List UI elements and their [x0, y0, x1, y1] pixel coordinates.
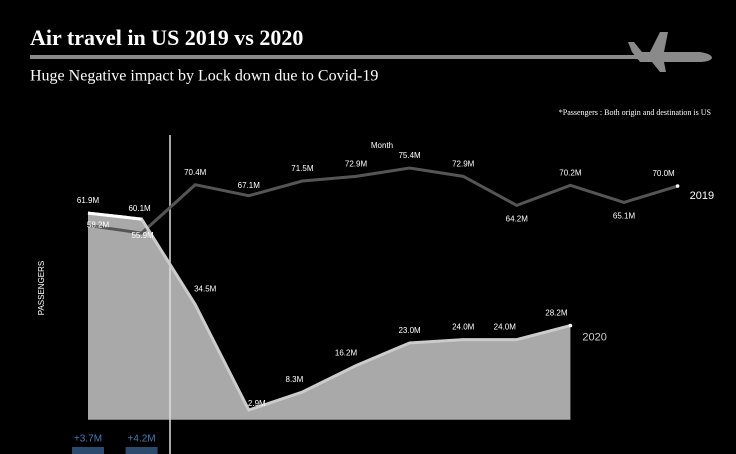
- data-label: 60.1M: [128, 204, 151, 213]
- subtitle: Huge Negative impact by Lock down due to…: [30, 68, 378, 85]
- data-label: 55.9M: [131, 231, 154, 240]
- data-label: 28.2M: [545, 309, 568, 318]
- difference-label: +4.2M: [128, 434, 156, 445]
- data-label: 70.4M: [184, 168, 207, 177]
- data-label: 34.5M: [194, 285, 217, 294]
- data-label: 72.9M: [452, 159, 475, 168]
- x-axis-label: Month: [371, 141, 393, 150]
- data-label: 16.2M: [335, 349, 358, 358]
- difference-bar: [72, 447, 104, 454]
- data-label: 72.9M: [345, 159, 368, 168]
- data-label: 24.0M: [452, 323, 475, 332]
- data-label: 24.0M: [494, 323, 517, 332]
- plane-icon: [628, 32, 712, 72]
- data-label: 75.4M: [398, 151, 421, 160]
- series-label: 2019: [690, 190, 714, 202]
- data-label: 2.9M: [248, 399, 266, 408]
- line-2020: [87, 211, 571, 412]
- difference-label: +3.7M: [74, 434, 102, 445]
- title-rule: [30, 55, 660, 59]
- data-label: 58.2M: [87, 221, 110, 230]
- end-point: [568, 323, 573, 328]
- chart-title: Air travel in US 2019 vs 2020: [30, 25, 303, 50]
- y-axis-label: PASSENGERS: [37, 261, 46, 316]
- end-point: [675, 184, 680, 188]
- data-label: 70.0M: [652, 169, 675, 178]
- difference-bar: [125, 447, 158, 454]
- data-label: 8.3M: [286, 375, 304, 384]
- series-label: 2020: [582, 331, 606, 343]
- line-2020-start: [87, 211, 142, 221]
- data-label: 64.2M: [506, 215, 529, 224]
- line-2019: [87, 166, 679, 235]
- data-label: 61.9M: [77, 196, 100, 205]
- area-2020: [88, 213, 571, 420]
- data-label: 71.5M: [291, 164, 314, 173]
- note: *Passengers : Both origin and destinatio…: [559, 108, 711, 117]
- data-label: 70.2M: [559, 168, 582, 177]
- data-label: 65.1M: [613, 212, 636, 221]
- data-label: 23.0M: [398, 326, 421, 335]
- data-label: 67.1M: [238, 181, 261, 190]
